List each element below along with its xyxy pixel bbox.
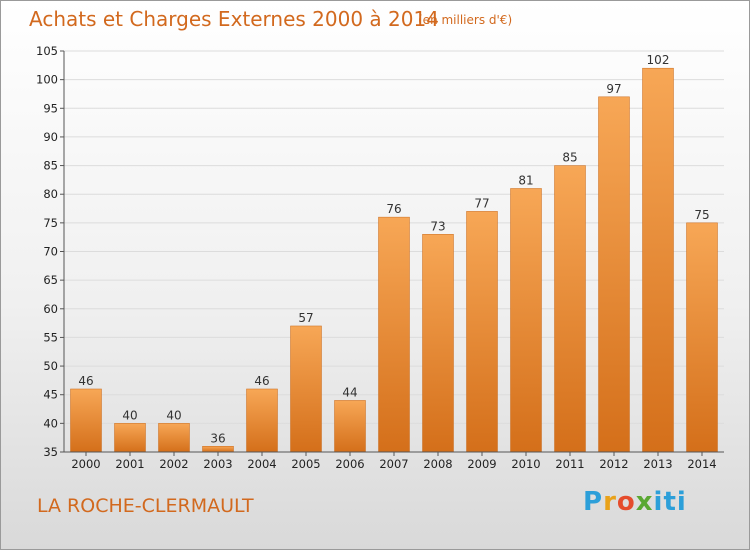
y-tick-label: 70 [43,245,58,259]
y-tick-label: 45 [43,388,58,402]
x-tick-label-2002: 2002 [159,457,188,471]
value-label-2001: 40 [122,408,137,422]
bar-2003 [202,446,234,453]
value-label-2013: 102 [647,53,670,67]
y-tick-label: 90 [43,130,58,144]
x-tick-label-2009: 2009 [467,457,496,471]
x-tick-label-2007: 2007 [379,457,408,471]
value-label-2000: 46 [78,374,93,388]
y-tick-label: 65 [43,273,58,287]
chart-unit: (en milliers d'€) [418,13,513,27]
bar-2001 [114,423,146,453]
x-tick-label-2001: 2001 [115,457,144,471]
x-tick-label-2008: 2008 [423,457,452,471]
bar-2002 [158,423,190,453]
bar-2006 [334,400,366,453]
value-label-2005: 57 [298,311,313,325]
proxiti-logo: Proxiti [583,487,687,517]
x-tick-label-2000: 2000 [71,457,100,471]
value-label-2014: 75 [694,208,709,222]
value-label-2011: 85 [562,151,577,165]
axes: 35 40 45 50 55 60 65 70 75 80 85 90 95 100 105 2000 2001… [36,44,724,471]
value-label-2009: 77 [474,196,489,210]
bar-2000 [70,388,102,453]
bar-2014 [686,222,718,453]
x-tick-label-2013: 2013 [643,457,672,471]
x-tick-label-2014: 2014 [687,457,716,471]
bar-2008 [422,234,454,453]
x-tick-label-2003: 2003 [203,457,232,471]
bar-2007 [378,216,410,453]
value-label-2006: 44 [342,385,357,399]
value-label-2002: 40 [166,408,181,422]
y-tick-label: 60 [43,302,58,316]
bar-2011 [554,165,586,453]
x-tick-label-2012: 2012 [599,457,628,471]
bar-2010 [510,188,542,453]
value-label-2010: 81 [518,173,533,187]
x-tick-label-2011: 2011 [555,457,584,471]
bar-2005 [290,325,322,453]
value-label-2003: 36 [210,431,225,445]
bar-2009 [466,211,498,453]
y-tick-label: 95 [43,101,58,115]
y-tick-label: 40 [43,416,58,430]
y-tick-label: 75 [43,216,58,230]
y-tick-label: 100 [36,73,58,87]
x-tick-label-2006: 2006 [335,457,364,471]
location-name: LA ROCHE-CLERMAULT [37,495,254,517]
bar-2012 [598,96,630,453]
value-labels: 46 40 40 36 46 57 44 76 73 77 81 85 97 102 75 [78,53,709,445]
y-tick-label: 80 [43,187,58,201]
bar-2013 [642,67,674,453]
value-label-2007: 76 [386,202,401,216]
bar-2004 [246,388,278,453]
value-label-2004: 46 [254,374,269,388]
x-tick-label-2004: 2004 [247,457,276,471]
chart-title: Achats et Charges Externes 2000 à 2014 [29,7,439,31]
y-tick-label: 50 [43,359,58,373]
y-tick-label: 85 [43,159,58,173]
bars [70,67,718,453]
y-tick-label: 105 [36,44,58,58]
value-label-2008: 73 [430,219,445,233]
x-tick-label-2010: 2010 [511,457,540,471]
x-tick-label-2005: 2005 [291,457,320,471]
y-tick-label: 55 [43,330,58,344]
value-label-2012: 97 [606,82,621,96]
y-tick-label: 35 [43,445,58,459]
